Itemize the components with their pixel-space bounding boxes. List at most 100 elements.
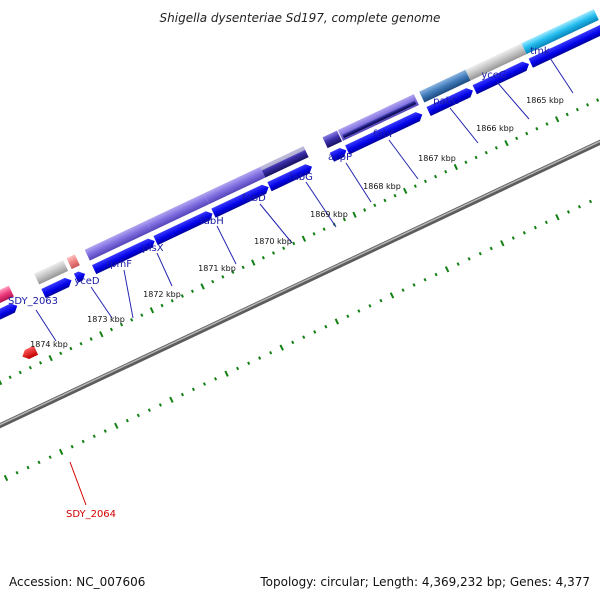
cds-arrow-SDY_2063[interactable] — [0, 301, 19, 322]
gene-box-fabD[interactable] — [204, 166, 266, 205]
gene-label-rpmF[interactable]: rpmF — [106, 259, 132, 270]
ruler-minor-tick — [202, 382, 207, 386]
gene-label-plsX[interactable]: plsX — [142, 243, 163, 254]
ruler-minor-tick — [313, 330, 317, 334]
cds-arrow-plsX[interactable] — [91, 236, 157, 275]
ruler-minor-tick — [119, 322, 124, 327]
ruler-minor-tick — [213, 377, 218, 381]
kbp-label: 1871 kbp — [198, 264, 236, 273]
ruler-minor-tick — [575, 107, 579, 112]
ruler-minor-tick — [103, 429, 107, 433]
ruler-minor-tick — [170, 298, 174, 303]
cds-arrow-acpP[interactable] — [329, 146, 349, 162]
ruler-minor-tick — [231, 270, 235, 274]
gene-label-tmk[interactable]: tmk — [530, 46, 550, 57]
ruler-minor-tick — [401, 288, 405, 292]
ruler-major-tick — [99, 331, 104, 338]
gene-box-SDY_2063[interactable] — [0, 285, 14, 308]
ruler-minor-tick — [291, 340, 295, 345]
ruler-minor-tick — [191, 387, 196, 392]
ruler-minor-tick — [525, 131, 529, 136]
ruler-minor-tick — [565, 112, 569, 117]
ruler-minor-tick — [221, 275, 225, 279]
ruler-minor-tick — [89, 337, 93, 341]
gene-box-fabG[interactable] — [260, 146, 309, 178]
cds-arrow-SDY_2064[interactable] — [20, 345, 39, 361]
gene-label-fabD[interactable]: fabD — [242, 193, 266, 204]
gene-label-SDY_2064[interactable]: SDY_2064 — [66, 509, 116, 520]
cds-arrow-pabC[interactable] — [426, 86, 475, 117]
gene-box-fabH[interactable] — [146, 193, 210, 232]
kbp-label: 1865 kbp — [526, 96, 564, 105]
cds-arrow-fabD[interactable] — [211, 183, 270, 218]
gene-box-yceD[interactable] — [34, 259, 69, 285]
genome-summary-text: Topology: circular; Length: 4,369,232 bp… — [260, 575, 590, 589]
cds-arrow-yceG[interactable] — [472, 60, 532, 95]
ruler-major-tick — [200, 283, 205, 290]
ruler-minor-tick — [346, 314, 350, 319]
ruler-minor-tick — [18, 370, 22, 375]
gene-box-pabC[interactable] — [419, 69, 471, 103]
gene-box-tmk[interactable] — [521, 9, 599, 55]
kbp-label: 1867 kbp — [418, 154, 456, 163]
ruler-major-tick — [0, 379, 3, 386]
map-title: Shigella dysenteriae Sd197, complete gen… — [160, 11, 441, 25]
ruler-minor-tick — [522, 230, 526, 235]
cds-arrow-fabF[interactable] — [345, 110, 424, 155]
gene-label-pabC[interactable]: pabC — [433, 96, 459, 107]
kbp-label: 1874 kbp — [30, 340, 68, 349]
ruler-major-tick — [58, 448, 64, 456]
gene-box-yceG[interactable] — [465, 43, 527, 81]
gene-label-yceG[interactable]: yceG — [481, 70, 506, 81]
gene-box-fabF-core — [342, 100, 417, 139]
ruler-minor-tick — [444, 169, 448, 174]
cds-arrow-fabH[interactable] — [153, 209, 214, 246]
ruler-minor-tick — [566, 210, 571, 214]
ruler-minor-tick — [484, 150, 488, 155]
ruler-minor-tick — [456, 262, 460, 266]
ruler-major-tick — [301, 235, 307, 242]
ruler-minor-tick — [158, 403, 162, 407]
cds-arrow-tmk[interactable] — [528, 24, 600, 68]
gene-track — [0, 9, 599, 308]
ruler-minor-tick — [38, 361, 43, 365]
cds-arrow-rpmF[interactable] — [73, 269, 87, 283]
ruler-minor-tick — [271, 251, 276, 255]
ruler-minor-tick — [363, 208, 367, 212]
gene-label-fabH[interactable]: fabH — [200, 216, 224, 227]
ruler-major-tick — [114, 422, 119, 429]
ruler-minor-tick — [393, 193, 397, 198]
ruler-minor-tick — [433, 174, 438, 179]
kbp-label: 1868 kbp — [363, 182, 401, 191]
ruler-major-tick — [334, 318, 340, 325]
ruler-minor-tick — [324, 324, 328, 329]
ruler-minor-tick — [467, 257, 471, 261]
gene-box-acpP[interactable] — [322, 130, 343, 149]
gene-label-yceD[interactable]: yceD — [74, 276, 100, 287]
ruler-minor-tick — [544, 220, 548, 225]
kbp-label: 1866 kbp — [476, 124, 514, 133]
gene-label-fabF[interactable]: fabF — [373, 129, 395, 140]
ruler-major-tick — [555, 213, 560, 221]
gene-label-SDY_2063[interactable]: SDY_2063 — [8, 296, 58, 307]
ruler-minor-tick — [533, 225, 537, 230]
gene-box-rpmF[interactable] — [66, 254, 80, 270]
ruler-major-tick — [251, 259, 256, 266]
gene-label-fabG[interactable]: fabG — [289, 172, 313, 183]
accession-text: Accession: NC_007606 — [9, 575, 146, 589]
gene-label-acpP[interactable]: acpP — [328, 152, 352, 163]
ruler-minor-tick — [302, 335, 306, 339]
cds-arrow-yceD[interactable] — [41, 276, 73, 299]
ruler-minor-tick — [130, 318, 134, 322]
ruler-major-tick — [48, 354, 53, 362]
ruler-minor-tick — [474, 155, 478, 160]
cds-arrow-fabG[interactable] — [267, 162, 314, 192]
ruler-minor-tick — [413, 184, 417, 188]
gene-box-plsX[interactable] — [84, 220, 152, 261]
ruler-minor-tick — [180, 392, 185, 397]
ruler-minor-tick — [190, 289, 195, 294]
ruler-minor-tick — [136, 413, 140, 418]
ruler-minor-tick — [535, 126, 539, 131]
